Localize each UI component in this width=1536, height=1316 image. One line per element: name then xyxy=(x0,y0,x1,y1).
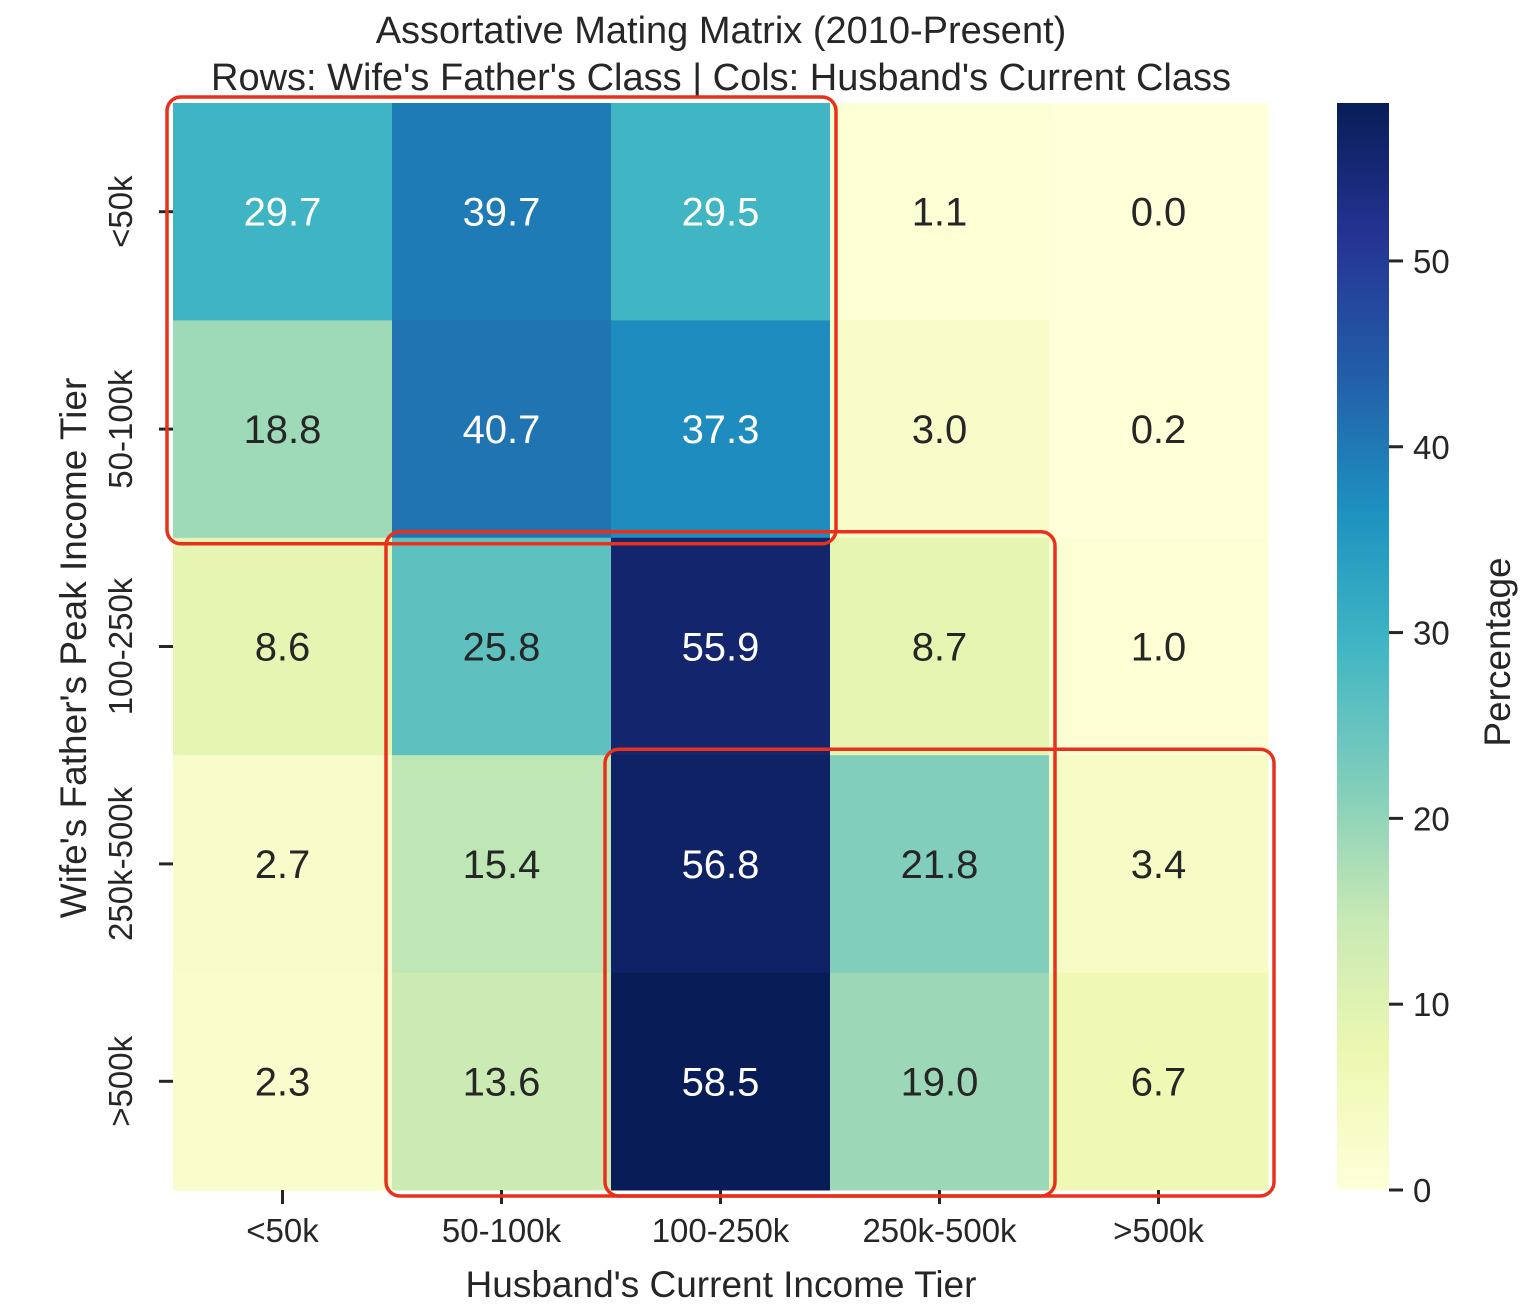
heatmap-cell xyxy=(830,972,1050,1191)
heatmap-cell xyxy=(392,972,612,1191)
cell-value-label: 18.8 xyxy=(244,408,322,452)
cell-value-label: 29.5 xyxy=(682,191,760,235)
x-tick-label: >500k xyxy=(1113,1212,1204,1249)
colorbar-tick-label: 10 xyxy=(1413,986,1450,1023)
heatmap-cell xyxy=(173,755,393,974)
heatmap-cell xyxy=(392,103,612,321)
heatmap-cell xyxy=(830,537,1050,756)
cell-value-label: 1.1 xyxy=(912,191,968,235)
colorbar-ticks: 0 10 20 30 40 50 xyxy=(1389,243,1450,1209)
cell-value-label: 3.4 xyxy=(1131,843,1187,887)
y-tick-label: <50k xyxy=(102,175,139,248)
cell-value-label: 8.7 xyxy=(912,626,968,670)
x-axis-label: Husband's Current Income Tier xyxy=(466,1264,977,1305)
heatmap-cell xyxy=(173,103,393,321)
y-tick-label: 100-250k xyxy=(102,577,139,715)
y-axis-label: Wife's Father's Peak Income Tier xyxy=(53,378,94,919)
chart-title: Assortative Mating Matrix (2010-Present) xyxy=(376,10,1067,52)
cell-value-label: 6.7 xyxy=(1131,1060,1187,1104)
colorbar-tick-label: 40 xyxy=(1413,429,1450,466)
heatmap-cell xyxy=(611,972,831,1191)
cell-value-label: 8.6 xyxy=(255,626,311,670)
heatmap-cell xyxy=(1049,972,1269,1191)
heatmap-cell xyxy=(392,320,612,539)
y-tick-label: >500k xyxy=(102,1035,139,1126)
heatmap-cells xyxy=(173,103,1269,1191)
highlight-box xyxy=(603,747,1276,1198)
heatmap-cell xyxy=(830,103,1050,321)
heatmap-cell xyxy=(830,320,1050,539)
y-tick-label: 250k-500k xyxy=(102,786,139,941)
colorbar-tick-label: 30 xyxy=(1413,615,1450,652)
heatmap-cell xyxy=(173,320,393,539)
cell-value-label: 0.2 xyxy=(1131,408,1187,452)
cell-value-label: 29.7 xyxy=(244,191,322,235)
colorbar-tick-label: 20 xyxy=(1413,800,1450,837)
cell-value-label: 15.4 xyxy=(463,843,541,887)
heatmap-cell xyxy=(830,755,1050,974)
cell-value-label: 3.0 xyxy=(912,408,968,452)
cell-value-label: 2.3 xyxy=(255,1060,311,1104)
heatmap-cell xyxy=(1049,755,1269,974)
highlight-box xyxy=(165,95,838,546)
heatmap-cell xyxy=(173,537,393,756)
x-tick-label: 100-250k xyxy=(652,1212,790,1249)
colorbar xyxy=(1337,103,1389,1190)
colorbar-tick-label: 50 xyxy=(1413,243,1450,280)
cell-value-label: 21.8 xyxy=(901,843,979,887)
cell-value-label: 1.0 xyxy=(1131,626,1187,670)
x-tick-label: 50-100k xyxy=(442,1212,562,1249)
cell-value-label: 39.7 xyxy=(463,191,541,235)
heatmap-cell xyxy=(392,537,612,756)
heatmap-cell xyxy=(173,972,393,1191)
x-axis-ticks: <50k 50-100k 100-250k 250k-500k >500k xyxy=(246,1190,1204,1249)
highlight-boxes xyxy=(165,95,1276,1198)
heatmap-cell xyxy=(1049,537,1269,756)
cell-value-label: 19.0 xyxy=(901,1060,979,1104)
cell-value-label: 37.3 xyxy=(682,408,760,452)
heatmap-cell xyxy=(1049,320,1269,539)
cell-value-label: 25.8 xyxy=(463,626,541,670)
cell-value-label: 40.7 xyxy=(463,408,541,452)
cell-value-label: 13.6 xyxy=(463,1060,541,1104)
heatmap-cell xyxy=(1049,103,1269,321)
cell-value-label: 55.9 xyxy=(682,626,760,670)
x-tick-label: 250k-500k xyxy=(862,1212,1017,1249)
chart-subtitle: Rows: Wife's Father's Class | Cols: Husb… xyxy=(211,57,1231,99)
y-tick-label: 50-100k xyxy=(102,369,139,489)
heatmap-cell xyxy=(611,103,831,321)
cell-value-label: 58.5 xyxy=(682,1060,760,1104)
heatmap-cell-labels: 29.7 39.7 29.5 1.1 0.0 18.8 40.7 37.3 3.0 0.2 8.6 2… xyxy=(244,191,1187,1105)
cell-value-label: 0.0 xyxy=(1131,191,1187,235)
cell-value-label: 56.8 xyxy=(682,843,760,887)
heatmap-cell xyxy=(611,755,831,974)
colorbar-tick-label: 0 xyxy=(1413,1172,1431,1209)
y-axis-ticks: <50k 50-100k 100-250k 250k-500k >500k xyxy=(102,175,173,1127)
colorbar-label: Percentage xyxy=(1477,557,1518,746)
heatmap-cell xyxy=(611,537,831,756)
x-tick-label: <50k xyxy=(246,1212,319,1249)
heatmap-cell xyxy=(611,320,831,539)
heatmap-cell xyxy=(392,755,612,974)
cell-value-label: 2.7 xyxy=(255,843,311,887)
